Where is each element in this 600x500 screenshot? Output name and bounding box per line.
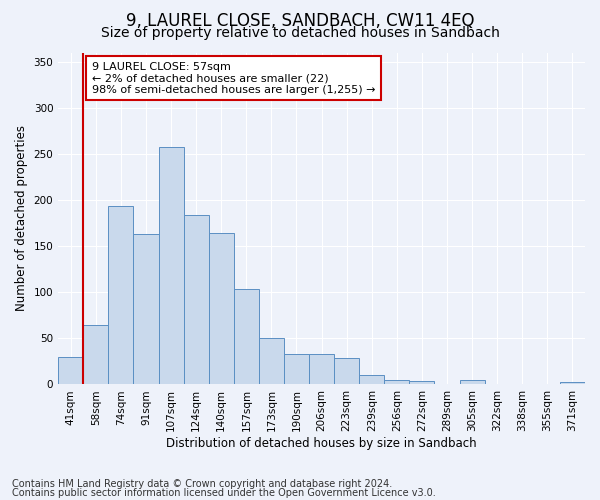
Bar (109, 206, 133, 384)
Bar (58, 357, 83, 384)
Bar (385, 380, 409, 384)
Y-axis label: Number of detached properties: Number of detached properties (15, 126, 28, 312)
Bar (209, 233, 234, 384)
X-axis label: Distribution of detached houses by size in Sandbach: Distribution of detached houses by size … (166, 437, 477, 450)
Bar (259, 338, 284, 384)
Bar (184, 215, 209, 384)
Bar (234, 290, 259, 384)
Text: Contains public sector information licensed under the Open Government Licence v3: Contains public sector information licen… (12, 488, 436, 498)
Bar (560, 382, 585, 384)
Text: Contains HM Land Registry data © Crown copyright and database right 2024.: Contains HM Land Registry data © Crown c… (12, 479, 392, 489)
Bar (334, 358, 359, 384)
Text: Size of property relative to detached houses in Sandbach: Size of property relative to detached ho… (101, 26, 499, 40)
Bar (133, 234, 158, 384)
Bar (284, 354, 309, 384)
Bar (359, 375, 385, 384)
Bar (158, 146, 184, 384)
Text: 9 LAUREL CLOSE: 57sqm
← 2% of detached houses are smaller (22)
98% of semi-detac: 9 LAUREL CLOSE: 57sqm ← 2% of detached h… (92, 62, 376, 95)
Bar (409, 381, 434, 384)
Bar (309, 354, 334, 384)
Bar (83, 324, 109, 384)
Bar (460, 380, 485, 384)
Text: 9, LAUREL CLOSE, SANDBACH, CW11 4EQ: 9, LAUREL CLOSE, SANDBACH, CW11 4EQ (126, 12, 474, 30)
